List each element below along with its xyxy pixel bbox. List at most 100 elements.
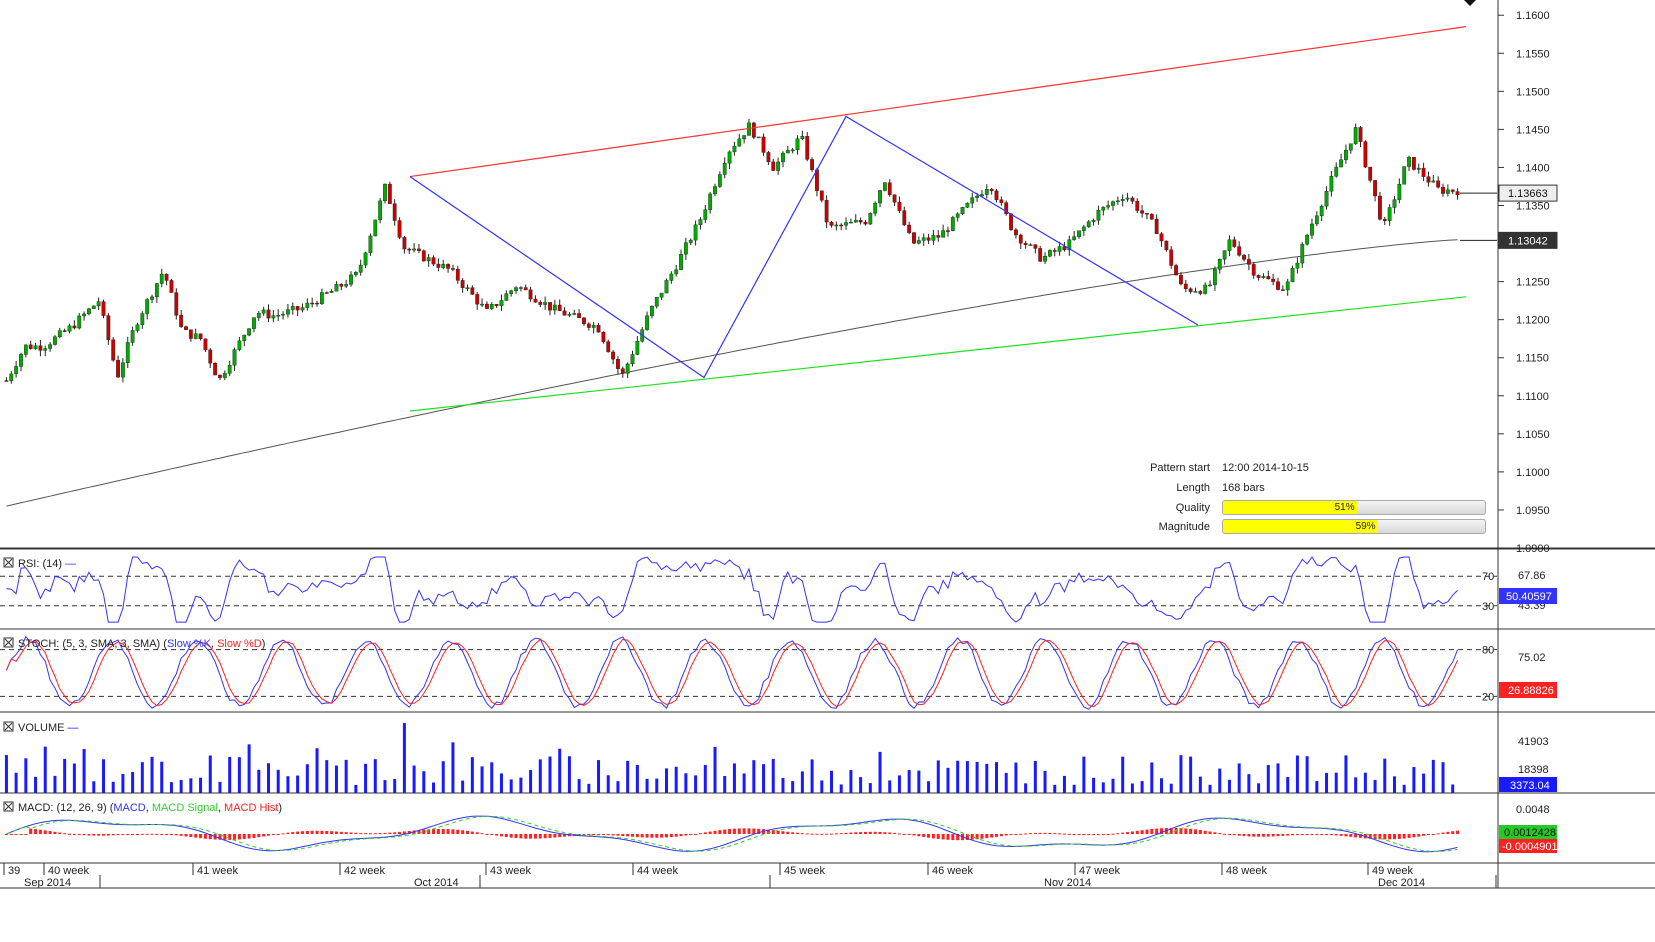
macd-hist-bar (1033, 832, 1037, 834)
candle-body (931, 235, 936, 241)
candle-body (1256, 275, 1261, 278)
candle-body (1198, 291, 1203, 294)
macd-hist-bar (1388, 834, 1392, 840)
macd-hist-bar (1043, 832, 1047, 834)
candle-body (1154, 218, 1159, 234)
macd-hist-bar (58, 832, 62, 834)
macd-hist-bar (169, 834, 173, 835)
candle-body (504, 293, 509, 301)
macd-hist-bar (1291, 834, 1295, 836)
macd-hist-bar (1436, 833, 1440, 835)
week-label: 46 week (932, 865, 973, 877)
stoch-title: STOCH: (5, 3, SMA, 3, SMA) (Slow %K, Slo… (18, 638, 265, 650)
macd-hist-bar (1067, 833, 1071, 835)
candle-body (1314, 215, 1319, 225)
candle-body (882, 182, 887, 191)
candle-body (994, 190, 999, 200)
volume-bar (1121, 756, 1125, 793)
volume-bar (373, 759, 377, 793)
candle-body (1280, 289, 1285, 291)
macd-hist-bar (927, 834, 931, 838)
volume-bar (1325, 772, 1329, 793)
macd-hist-bar (669, 834, 673, 838)
macd-hist-bar (1276, 834, 1280, 837)
macd-panel: MACD: (12, 26, 9) (MACD, MACD Signal, MA… (3, 801, 1558, 853)
macd-hist-bar (432, 829, 436, 834)
candle-body (116, 359, 120, 378)
macd-hist-bar (1441, 832, 1445, 834)
candle-body (533, 298, 538, 303)
macd-hist-bar (1378, 834, 1382, 840)
macd-hist-bar (1402, 834, 1406, 839)
macd-hist-bar (38, 829, 42, 834)
macd-hist-bar (1325, 834, 1329, 835)
volume-bar (1334, 772, 1338, 793)
volume-bar (1373, 779, 1377, 793)
macd-hist-bar (364, 833, 368, 835)
magnitude-bar-fill: 59% (1223, 520, 1378, 533)
candle-body (567, 314, 572, 316)
week-label: 45 week (784, 865, 825, 877)
volume-bar (72, 763, 76, 793)
candle-body (1227, 239, 1232, 251)
volume-bar (150, 756, 154, 793)
volume-bar (859, 777, 863, 793)
macd-hist-bar (189, 834, 193, 837)
macd-hist-bar (228, 834, 232, 840)
candle-body (310, 302, 315, 305)
candle-body (1120, 199, 1125, 201)
volume-bar (305, 764, 309, 793)
macd-hist-bar (674, 834, 678, 837)
candle-body (984, 188, 989, 195)
macd-hist-bar (635, 834, 639, 838)
magnitude-bar: 59% (1222, 519, 1486, 534)
volume-bar (1412, 766, 1416, 793)
candle-body (121, 362, 125, 378)
candle-body (1217, 259, 1222, 270)
macd-hist-bar (1111, 833, 1115, 835)
macd-hist-bar (97, 834, 101, 836)
macd-hist-bar (354, 832, 358, 834)
quality-bar: 51% (1222, 500, 1486, 515)
price-tick-label: 1.1000 (1516, 467, 1550, 479)
candle-body (125, 342, 130, 364)
candle-body (946, 230, 950, 232)
candle-body (1043, 255, 1047, 262)
week-label: 44 week (637, 865, 678, 877)
candle-body (1436, 180, 1441, 188)
volume-bar (1179, 755, 1183, 793)
macd-hist-bar (281, 833, 285, 835)
candle-body (1018, 234, 1023, 244)
volume-bar (1062, 775, 1066, 793)
macd-hist-bar (694, 834, 698, 835)
candle-body (1169, 249, 1174, 266)
candle-body (849, 221, 853, 224)
volume-bar (684, 773, 688, 793)
price-tick-label: 1.1250 (1516, 277, 1550, 289)
volume-bar (325, 760, 329, 793)
macd-signal-box (1499, 825, 1557, 839)
candle-body (1363, 141, 1368, 168)
macd-hist-bar (1155, 828, 1159, 834)
volume-bar (771, 758, 775, 793)
candle-body (897, 202, 902, 211)
price-tick-label: 1.1600 (1516, 10, 1550, 22)
candle-body (485, 303, 489, 309)
macd-hist-bar (1203, 830, 1207, 834)
volume-bar (1257, 783, 1261, 793)
macd-hist-bar (931, 834, 935, 839)
candle-body (698, 219, 703, 225)
candle-body (1237, 246, 1242, 256)
volume-bar (344, 759, 348, 793)
candle-body (839, 224, 844, 227)
macd-hist-bar (24, 834, 28, 835)
macd-hist-bar (368, 833, 372, 835)
macd-hist-bar (1247, 834, 1251, 837)
candle-body (383, 183, 387, 202)
magnitude-label: Magnitude (1158, 521, 1210, 533)
macd-hist-bar (436, 828, 440, 834)
candle-body (1261, 276, 1266, 278)
macd-hist-bar (616, 834, 620, 836)
macd-hist-bar (339, 831, 343, 834)
candle-body (936, 235, 941, 238)
